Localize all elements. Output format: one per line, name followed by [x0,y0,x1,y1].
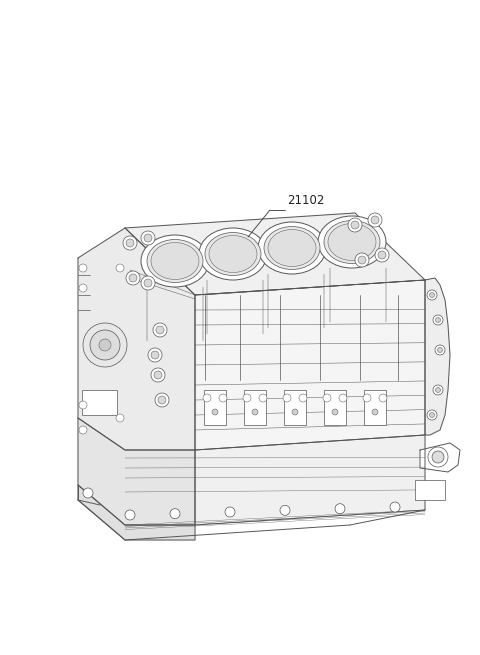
Circle shape [375,248,389,262]
Circle shape [358,256,366,264]
Ellipse shape [151,242,199,280]
Circle shape [79,284,87,292]
Circle shape [144,234,152,242]
Circle shape [283,394,291,402]
Circle shape [351,221,359,229]
Circle shape [141,276,155,290]
Circle shape [371,216,379,224]
Circle shape [126,271,140,285]
Circle shape [427,290,437,300]
Ellipse shape [318,216,386,268]
Ellipse shape [199,228,267,280]
Circle shape [435,318,441,322]
Bar [244,390,266,425]
Circle shape [129,274,137,282]
Circle shape [335,504,345,514]
Circle shape [151,368,165,382]
Circle shape [437,348,443,352]
Circle shape [83,488,93,498]
Circle shape [368,213,382,227]
Circle shape [427,410,437,420]
Ellipse shape [147,240,203,282]
Polygon shape [78,228,195,450]
Ellipse shape [205,233,261,276]
Circle shape [299,394,307,402]
Ellipse shape [209,236,257,272]
Ellipse shape [264,227,320,269]
Circle shape [79,426,87,434]
Circle shape [379,394,387,402]
Circle shape [355,253,369,267]
Circle shape [243,394,251,402]
Circle shape [433,315,443,325]
Circle shape [158,396,166,404]
Circle shape [430,413,434,417]
Circle shape [155,393,169,407]
Circle shape [430,293,434,297]
Circle shape [144,279,152,287]
Circle shape [339,394,347,402]
Bar [82,390,117,415]
Circle shape [252,409,258,415]
Ellipse shape [324,221,380,263]
Circle shape [153,323,167,337]
Bar [324,390,346,425]
Polygon shape [78,485,195,540]
Polygon shape [125,213,425,295]
Circle shape [332,409,338,415]
Circle shape [212,409,218,415]
Circle shape [154,371,162,379]
Ellipse shape [268,229,316,267]
Circle shape [433,385,443,395]
Polygon shape [420,443,460,472]
Text: 21102: 21102 [287,194,324,207]
Circle shape [126,239,134,247]
Circle shape [378,251,386,259]
Ellipse shape [328,223,376,261]
Circle shape [170,509,180,519]
Circle shape [90,330,120,360]
Circle shape [432,451,444,463]
Ellipse shape [258,222,326,274]
Circle shape [428,447,448,467]
Circle shape [323,394,331,402]
Circle shape [348,218,362,232]
Circle shape [372,409,378,415]
Circle shape [151,351,159,359]
Polygon shape [195,435,425,525]
Circle shape [141,231,155,245]
Circle shape [390,502,400,512]
Circle shape [125,510,135,520]
Bar [364,390,386,425]
Circle shape [79,401,87,409]
Circle shape [363,394,371,402]
Circle shape [156,326,164,334]
Circle shape [259,394,267,402]
Circle shape [219,394,227,402]
Circle shape [99,339,111,351]
Circle shape [203,394,211,402]
Circle shape [116,414,124,422]
Circle shape [79,264,87,272]
Polygon shape [195,280,425,450]
Circle shape [435,388,441,392]
Circle shape [225,507,235,517]
Circle shape [83,323,127,367]
Bar [204,390,226,425]
Polygon shape [425,278,450,435]
Circle shape [148,348,162,362]
Ellipse shape [141,235,209,287]
Circle shape [116,264,124,272]
Circle shape [123,236,137,250]
Bar [415,480,445,500]
Polygon shape [78,418,195,525]
Circle shape [435,345,445,355]
Circle shape [280,506,290,515]
Bar [284,390,306,425]
Circle shape [292,409,298,415]
